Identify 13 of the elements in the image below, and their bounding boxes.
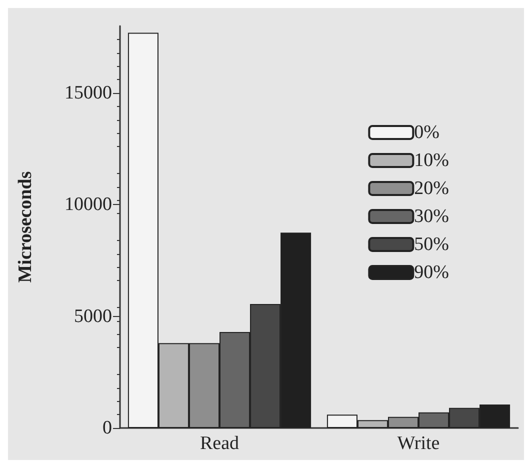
x-tick-label: Write [397,433,440,454]
y-tick-label: 0 [102,418,112,438]
legend-label: 30% [414,206,450,227]
legend-label: 90% [414,262,450,283]
y-tick-label: 5000 [74,306,112,327]
y-axis-title: Microseconds [15,171,36,283]
y-tick-label: 15000 [64,82,112,104]
x-tick-label: Read [200,433,240,454]
legend-label: 0% [414,122,440,143]
y-tick-label: 10000 [64,194,112,216]
legend-label: 10% [414,150,450,171]
legend-label: 50% [414,234,450,255]
legend-label: 20% [414,178,450,199]
